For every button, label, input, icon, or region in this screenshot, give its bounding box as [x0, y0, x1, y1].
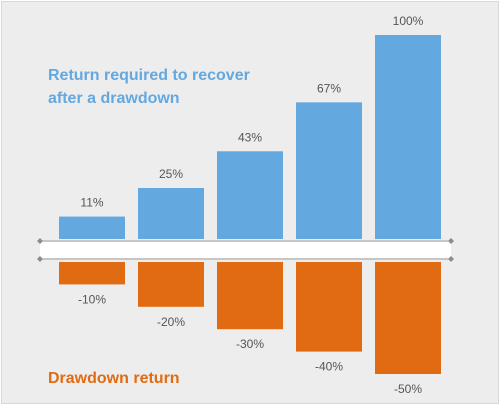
drawdown-bar-1	[59, 262, 125, 285]
drawdown-value-label-3: -30%	[236, 337, 264, 351]
drawdown-value-label-4: -40%	[315, 360, 343, 374]
recovery-value-label-4: 67%	[317, 81, 341, 95]
recovery-bar-1	[59, 216, 125, 239]
recovery-bar-3	[217, 151, 283, 239]
title-line-1: Return required to recover	[48, 67, 250, 84]
recovery-bar-5	[375, 35, 441, 239]
drawdown-bar-3	[217, 262, 283, 330]
recovery-bar-4	[296, 102, 362, 239]
recovery-value-label-3: 43%	[238, 130, 262, 144]
positive-bars-group	[59, 35, 441, 239]
axis-end-marker-top-right	[448, 238, 454, 244]
recovery-value-label-2: 25%	[159, 167, 183, 181]
recovery-series-title: Return required to recover after a drawd…	[48, 64, 348, 110]
negative-bars-group	[59, 262, 441, 374]
drawdown-bar-5	[375, 262, 441, 374]
drawdown-value-label-5: -50%	[394, 382, 422, 396]
drawdown-value-label-1: -10%	[78, 292, 106, 306]
title-line-2: after a drawdown	[48, 90, 180, 107]
drawdown-series-title: Drawdown return	[48, 370, 180, 387]
drawdown-bar-4	[296, 262, 362, 352]
axis-end-marker-top-left	[37, 238, 43, 244]
recovery-bar-2	[138, 188, 204, 239]
data-labels-group: 11% 25% 43% 67% 100% -10% -20% -30% -40% -50%	[78, 14, 424, 396]
axis-end-marker-bottom-right	[448, 256, 454, 262]
recovery-value-label-1: 11%	[80, 196, 103, 210]
drawdown-value-label-2: -20%	[157, 315, 185, 329]
axis-gap	[40, 240, 451, 260]
recovery-value-label-5: 100%	[393, 14, 424, 28]
axis-end-marker-bottom-left	[37, 256, 43, 262]
drawdown-bar-2	[138, 262, 204, 307]
axis-band	[37, 238, 454, 262]
